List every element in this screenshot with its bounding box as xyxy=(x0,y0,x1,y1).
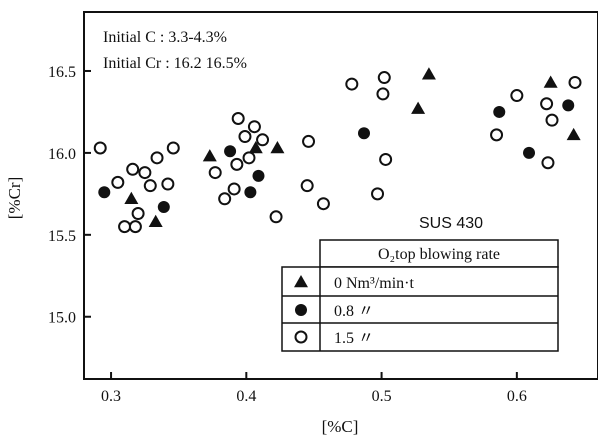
legend-entry: 1.5 〃 xyxy=(334,330,374,347)
open-circle-point xyxy=(376,87,390,101)
open-circle-point xyxy=(208,166,222,180)
filled-circle-point xyxy=(357,127,370,140)
plot-frame xyxy=(83,11,598,380)
open-circle-point xyxy=(218,192,232,206)
filled-circle-point xyxy=(523,146,536,159)
filled-circle-point xyxy=(244,186,257,199)
legend-title: SUS 430 xyxy=(419,215,483,232)
filled-circle-point xyxy=(224,145,237,158)
triangle-point xyxy=(248,140,263,154)
open-circle-point xyxy=(371,187,385,201)
x-axis: 0.3 0.4 0.5 0.6 xyxy=(101,372,527,405)
open-circle-point xyxy=(541,156,555,170)
open-circle-point xyxy=(545,113,559,127)
open-circle-point xyxy=(256,133,270,147)
legend-table xyxy=(281,266,559,352)
open-circle-point xyxy=(379,152,393,166)
triangle-point xyxy=(270,140,285,154)
triangle-point xyxy=(148,214,163,227)
open-circle-point xyxy=(118,220,132,234)
legend-marker xyxy=(294,330,308,344)
open-circle-point xyxy=(143,179,157,193)
open-circle-point xyxy=(540,97,554,111)
open-circle-point xyxy=(150,151,164,165)
triangle-point xyxy=(566,127,581,141)
legend-marker xyxy=(295,304,307,316)
legend: SUS 430 O₂top blowing rate 0 Nm³/min·t 0.… xyxy=(281,215,559,352)
x-tick-label: 0.3 xyxy=(101,388,121,405)
open-circle-point xyxy=(238,130,252,144)
annotation-initial-cr: Initial Cr : 16.2 16.5% xyxy=(103,55,247,72)
x-tick-label: 0.5 xyxy=(372,388,392,405)
open-circle-point xyxy=(128,220,142,234)
y-tick-label: 15.5 xyxy=(48,228,76,245)
filled-circle-point xyxy=(493,105,506,118)
y-axis: 15.0 15.5 16.0 16.5 xyxy=(48,64,91,327)
open-circle-point xyxy=(568,75,582,89)
legend-entry: 0.8 〃 xyxy=(334,303,374,320)
open-circle-point xyxy=(345,77,359,91)
y-tick-label: 15.0 xyxy=(48,310,76,327)
open-circle-point xyxy=(111,175,125,189)
open-circle-point xyxy=(126,162,140,176)
open-circle-point xyxy=(166,141,180,155)
open-circle-point xyxy=(161,177,175,191)
x-axis-label: [%C] xyxy=(322,417,359,436)
open-circle-point xyxy=(231,111,245,125)
filled-circle-point xyxy=(252,169,265,182)
open-circle-point xyxy=(490,128,504,142)
triangle-point xyxy=(543,75,558,88)
open-circle-point xyxy=(227,182,241,196)
open-circle-point xyxy=(510,89,524,103)
filled-circle-point xyxy=(562,99,575,112)
triangle-point xyxy=(202,149,217,162)
legend-marker xyxy=(294,275,308,288)
x-tick-label: 0.4 xyxy=(236,388,256,405)
open-circle-point xyxy=(93,141,107,155)
triangle-point xyxy=(411,101,426,114)
open-circle-point xyxy=(230,157,244,171)
legend-entry: 0 Nm³/min·t xyxy=(334,275,414,292)
open-circle-point xyxy=(269,210,283,224)
legend-header-cell xyxy=(319,239,559,268)
open-circle-point xyxy=(302,134,316,148)
y-tick-label: 16.0 xyxy=(48,146,76,163)
open-circle-point xyxy=(247,120,261,134)
data-points xyxy=(93,67,582,234)
y-axis-label: [%Cr] xyxy=(5,177,24,219)
annotation-initial-c: Initial C : 3.3-4.3% xyxy=(103,29,227,46)
x-tick-label: 0.6 xyxy=(507,388,527,405)
triangle-point xyxy=(124,191,139,205)
open-circle-point xyxy=(138,166,152,180)
open-circle-point xyxy=(131,207,145,221)
triangle-point xyxy=(421,67,436,80)
y-tick-label: 16.5 xyxy=(48,64,76,81)
filled-circle-point xyxy=(157,200,170,213)
filled-circle-point xyxy=(98,186,111,199)
open-circle-point xyxy=(316,197,330,211)
open-circle-point xyxy=(377,71,391,85)
open-circle-point xyxy=(242,151,256,165)
open-circle-point xyxy=(300,179,314,193)
legend-header: O₂top blowing rate xyxy=(378,246,500,263)
